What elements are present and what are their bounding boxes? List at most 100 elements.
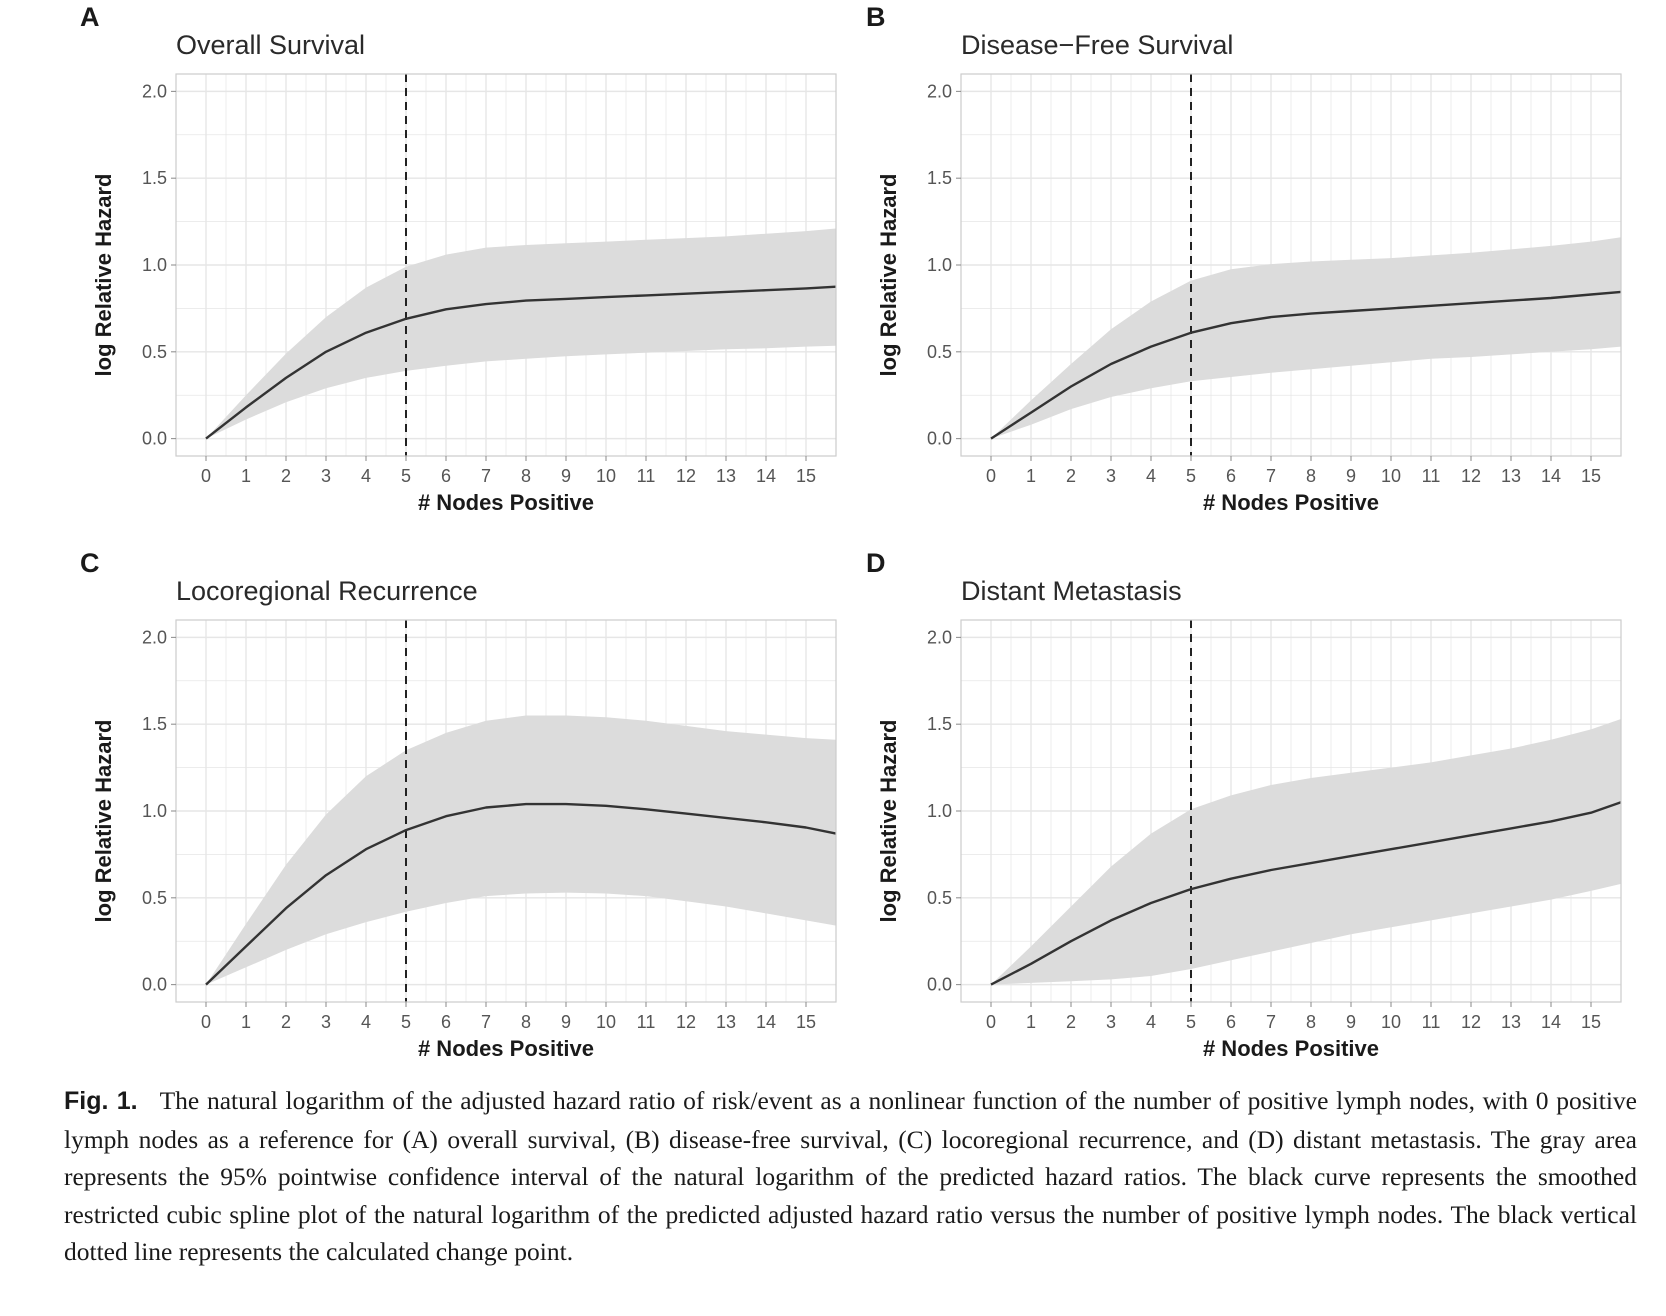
x-tick-label: 0 xyxy=(201,1012,211,1032)
x-tick-label: 14 xyxy=(756,1012,776,1032)
y-tick-label: 2.0 xyxy=(927,627,952,647)
y-tick-label: 0.5 xyxy=(927,342,952,362)
panel-title: Locoregional Recurrence xyxy=(176,576,478,606)
x-tick-label: 3 xyxy=(321,466,331,486)
panel-letter: A xyxy=(80,2,100,32)
x-tick-label: 13 xyxy=(1501,1012,1521,1032)
x-tick-label: 3 xyxy=(1106,466,1116,486)
estimate-curve xyxy=(990,290,1622,440)
x-tick-label: 4 xyxy=(1146,1012,1156,1032)
y-tick-label: 1.5 xyxy=(927,168,952,188)
x-tick-label: 10 xyxy=(1381,466,1401,486)
x-tick-label: 13 xyxy=(716,1012,736,1032)
x-tick-label: 12 xyxy=(676,466,696,486)
x-tick-label: 14 xyxy=(756,466,776,486)
x-axis-title: # Nodes Positive xyxy=(1203,1036,1379,1061)
x-tick-label: 8 xyxy=(521,1012,531,1032)
x-tick-label: 0 xyxy=(986,466,996,486)
x-tick-label: 10 xyxy=(596,1012,616,1032)
panel-letter: C xyxy=(80,548,100,578)
x-tick-label: 1 xyxy=(241,1012,251,1032)
x-tick-label: 2 xyxy=(281,466,291,486)
y-tick-label: 0.0 xyxy=(927,429,952,449)
y-tick-label: 0.5 xyxy=(927,888,952,908)
y-tick-label: 0.0 xyxy=(142,429,167,449)
y-tick-label: 0.0 xyxy=(927,975,952,995)
x-tick-label: 9 xyxy=(561,1012,571,1032)
y-tick-label: 2.0 xyxy=(142,81,167,101)
x-tick-label: 9 xyxy=(1346,466,1356,486)
x-tick-label: 11 xyxy=(637,466,656,486)
x-tick-label: 15 xyxy=(796,1012,816,1032)
estimate-curve xyxy=(205,802,837,986)
x-tick-label: 10 xyxy=(1381,1012,1401,1032)
y-axis-title: log Relative Hazard xyxy=(91,174,116,377)
x-tick-label: 0 xyxy=(986,1012,996,1032)
y-tick-label: 0.0 xyxy=(142,975,167,995)
x-tick-label: 1 xyxy=(1026,466,1036,486)
panel-letter: B xyxy=(866,2,886,32)
x-tick-label: 5 xyxy=(401,1012,411,1032)
y-axis-title: log Relative Hazard xyxy=(876,174,901,377)
x-tick-label: 6 xyxy=(441,1012,451,1032)
x-tick-label: 2 xyxy=(1066,1012,1076,1032)
x-axis-title: # Nodes Positive xyxy=(418,1036,594,1061)
x-tick-label: 13 xyxy=(716,466,736,486)
y-tick-label: 1.0 xyxy=(927,255,952,275)
y-tick-label: 0.5 xyxy=(142,342,167,362)
x-tick-label: 2 xyxy=(281,1012,291,1032)
panel-title: Overall Survival xyxy=(176,30,365,60)
confidence-band xyxy=(206,715,836,985)
x-tick-label: 11 xyxy=(637,1012,656,1032)
y-tick-label: 0.5 xyxy=(142,888,167,908)
x-tick-label: 7 xyxy=(481,466,491,486)
y-tick-label: 1.5 xyxy=(142,714,167,734)
x-tick-label: 12 xyxy=(1461,1012,1481,1032)
x-tick-label: 0 xyxy=(201,466,211,486)
x-tick-label: 14 xyxy=(1541,1012,1561,1032)
confidence-band xyxy=(206,228,836,439)
panel-title: Distant Metastasis xyxy=(961,576,1182,606)
x-tick-label: 11 xyxy=(1422,1012,1441,1032)
x-tick-label: 10 xyxy=(596,466,616,486)
x-tick-label: 12 xyxy=(676,1012,696,1032)
x-tick-label: 15 xyxy=(1581,1012,1601,1032)
confidence-band xyxy=(991,237,1621,439)
x-tick-label: 15 xyxy=(1581,466,1601,486)
x-tick-label: 4 xyxy=(361,466,371,486)
x-tick-label: 5 xyxy=(1186,1012,1196,1032)
panel-letter: D xyxy=(866,548,886,578)
x-tick-label: 12 xyxy=(1461,466,1481,486)
caption-label: Fig. 1. xyxy=(64,1087,138,1115)
x-tick-label: 8 xyxy=(521,466,531,486)
figure-caption: Fig. 1. The natural logarithm of the adju… xyxy=(64,1082,1637,1271)
caption-text: The natural logarithm of the adjusted ha… xyxy=(64,1086,1637,1266)
panel-title: Disease−Free Survival xyxy=(961,30,1233,60)
y-tick-label: 2.0 xyxy=(927,81,952,101)
x-tick-label: 7 xyxy=(1266,466,1276,486)
x-tick-label: 2 xyxy=(1066,466,1076,486)
x-tick-label: 14 xyxy=(1541,466,1561,486)
estimate-curve xyxy=(990,801,1622,986)
y-axis-title: log Relative Hazard xyxy=(876,720,901,923)
y-tick-label: 2.0 xyxy=(142,627,167,647)
y-tick-label: 1.5 xyxy=(142,168,167,188)
x-tick-label: 7 xyxy=(1266,1012,1276,1032)
y-tick-label: 1.0 xyxy=(927,801,952,821)
y-tick-label: 1.5 xyxy=(927,714,952,734)
x-tick-label: 13 xyxy=(1501,466,1521,486)
x-tick-label: 4 xyxy=(361,1012,371,1032)
x-tick-label: 6 xyxy=(1226,1012,1236,1032)
x-tick-label: 6 xyxy=(441,466,451,486)
x-axis-title: # Nodes Positive xyxy=(1203,490,1379,515)
y-tick-label: 1.0 xyxy=(142,255,167,275)
x-tick-label: 3 xyxy=(321,1012,331,1032)
x-tick-label: 9 xyxy=(1346,1012,1356,1032)
y-tick-label: 1.0 xyxy=(142,801,167,821)
x-tick-label: 8 xyxy=(1306,466,1316,486)
x-tick-label: 15 xyxy=(796,466,816,486)
